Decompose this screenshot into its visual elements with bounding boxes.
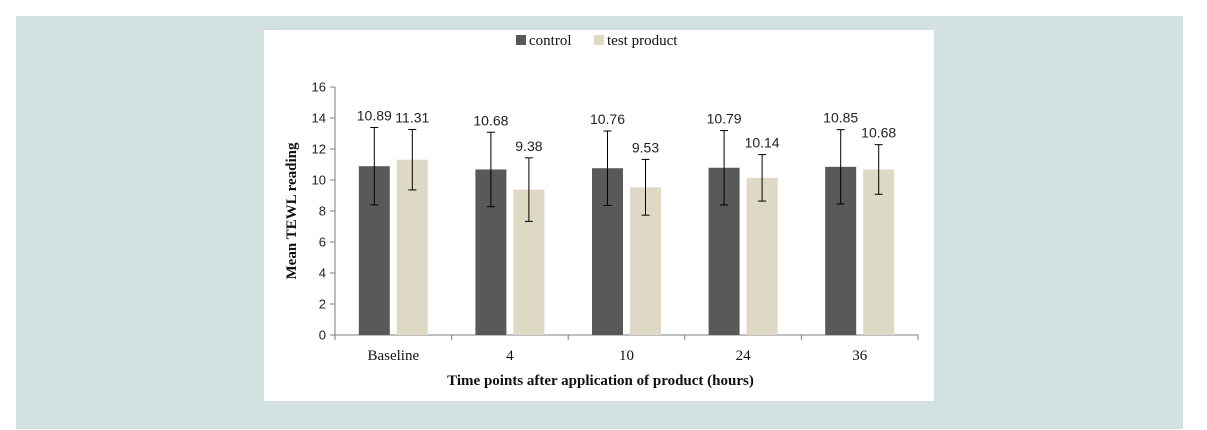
x-axis: Baseline 4 10 24 36 (334, 334, 919, 364)
y-tick-label: 12 (312, 142, 326, 157)
data-label: 10.14 (745, 135, 780, 151)
y-tick-label: 8 (319, 204, 326, 219)
data-label: 10.68 (861, 125, 896, 141)
bar-test-product (863, 169, 895, 335)
x-category-label: 4 (506, 348, 514, 364)
y-tick-label: 10 (312, 173, 326, 188)
x-category-label: 36 (852, 348, 868, 364)
data-labels-group: 10.89 10.68 10.76 10.79 10.85 11.31 9.38 9.53 10… (357, 107, 897, 155)
bars-group (358, 159, 895, 335)
y-tick-label: 16 (312, 80, 326, 95)
data-label: 9.53 (632, 139, 659, 155)
legend: control test product (516, 33, 678, 49)
y-tick-label: 2 (319, 297, 326, 312)
legend-swatch (516, 35, 526, 45)
y-tick-label: 4 (319, 266, 326, 281)
x-axis-title: Time points after application of product… (447, 373, 754, 389)
chart-card: control test product 0 2 4 6 8 10 12 14 16 Baseli… (264, 30, 934, 401)
bar-test-product (746, 177, 778, 335)
data-label: 11.31 (395, 109, 429, 125)
data-label: 10.79 (707, 111, 742, 127)
y-axis: 0 2 4 6 8 10 12 14 16 (312, 80, 336, 343)
legend-label: test product (607, 33, 678, 49)
y-tick-label: 0 (319, 328, 326, 343)
x-category-label: 10 (619, 348, 634, 364)
y-tick-label: 14 (312, 111, 326, 126)
error-bars-group (370, 126, 883, 222)
legend-swatch (594, 35, 604, 45)
data-label: 10.89 (357, 107, 392, 123)
x-category-label: 24 (736, 348, 752, 364)
data-label: 9.38 (515, 138, 542, 154)
y-axis-title: Mean TEWL reading (284, 142, 300, 279)
x-category-label: Baseline (367, 348, 419, 364)
data-label: 10.76 (590, 111, 625, 127)
data-label: 10.68 (473, 112, 508, 128)
legend-label: control (529, 33, 572, 49)
y-tick-label: 6 (319, 235, 326, 250)
data-label: 10.85 (823, 110, 858, 126)
